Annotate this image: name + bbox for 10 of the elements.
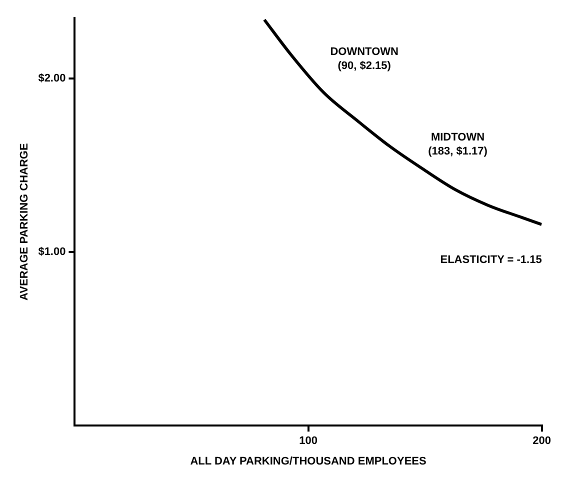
x-tick-label: 200 [532,435,552,448]
y-tick-label: $2.00 [38,72,66,85]
y-axis-title: AVERAGE PARKING CHARGE [18,143,31,300]
y-tick-label: $1.00 [38,246,66,258]
x-axis-title: ALL DAY PARKING/THOUSAND EMPLOYEES [190,455,426,468]
x-tick-label: 100 [299,435,318,448]
annotation: DOWNTOWN (90, $2.15) [330,46,398,72]
line-series [262,18,542,226]
annotation: MIDTOWN (183, $1.17) [428,132,488,158]
annotation: ELASTICITY = -1.15 [440,254,542,266]
